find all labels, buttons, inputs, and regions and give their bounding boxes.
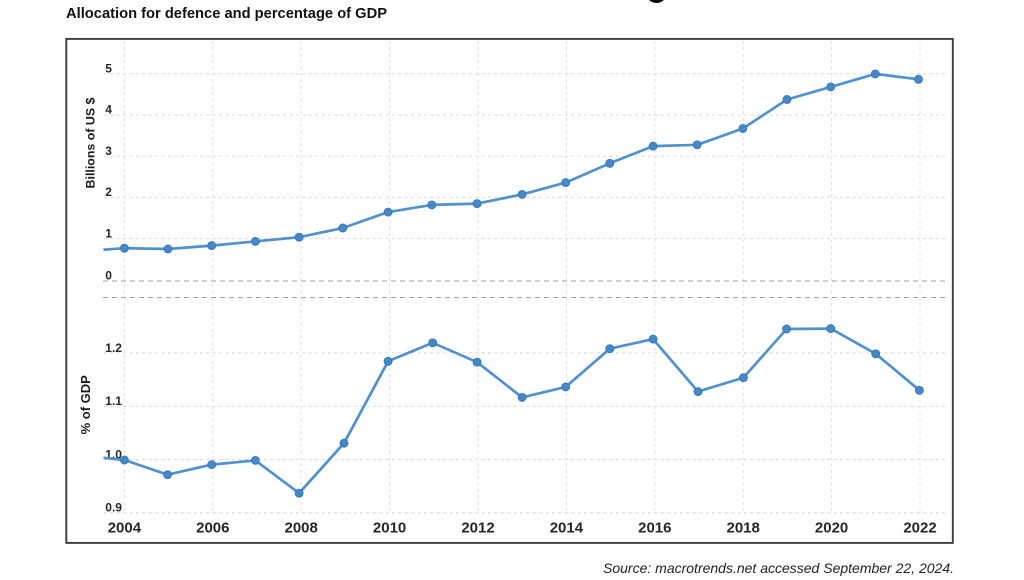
svg-text:2012: 2012	[461, 520, 494, 537]
svg-text:1.2: 1.2	[105, 341, 122, 355]
svg-text:5: 5	[105, 62, 112, 76]
svg-text:Billions of US $: Billions of US $	[84, 97, 98, 188]
svg-text:0: 0	[105, 269, 112, 283]
svg-text:3: 3	[105, 144, 112, 158]
svg-text:2006: 2006	[196, 520, 229, 537]
svg-text:2010: 2010	[373, 520, 406, 537]
svg-text:4: 4	[105, 103, 112, 117]
svg-text:2014: 2014	[550, 520, 584, 537]
svg-text:1.1: 1.1	[105, 394, 122, 408]
svg-text:% of GDP: % of GDP	[78, 375, 93, 435]
svg-text:1: 1	[105, 226, 112, 240]
svg-text:0.9: 0.9	[105, 501, 122, 515]
svg-text:2004: 2004	[108, 520, 142, 537]
svg-text:2020: 2020	[815, 520, 848, 537]
svg-text:2018: 2018	[727, 520, 760, 537]
svg-text:2008: 2008	[285, 520, 318, 537]
svg-text:2016: 2016	[638, 520, 671, 537]
svg-text:2: 2	[105, 185, 112, 199]
svg-text:2022: 2022	[903, 520, 936, 537]
